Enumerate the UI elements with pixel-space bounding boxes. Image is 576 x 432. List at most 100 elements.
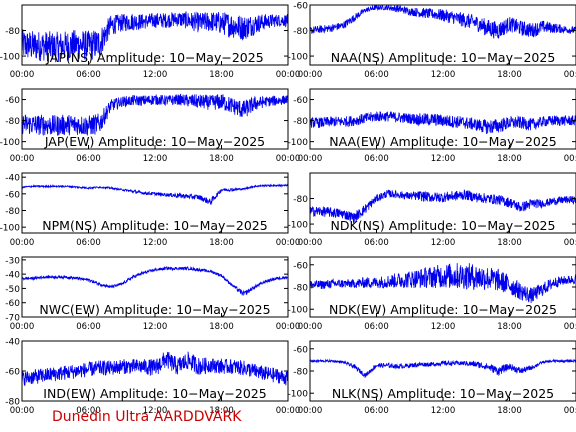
x-tick-label: 12:00 xyxy=(143,238,168,248)
x-tick-label: 06:00 xyxy=(76,154,101,164)
y-tick-label: -60 xyxy=(5,368,20,378)
x-tick-label: 00:00 xyxy=(298,322,323,332)
x-tick-label: 00:00 xyxy=(10,322,35,332)
x-tick-label: 18:00 xyxy=(497,70,522,80)
y-tick-label: -60 xyxy=(293,96,308,106)
x-tick-label: 12:00 xyxy=(431,154,456,164)
x-tick-label: 18:00 xyxy=(497,238,522,248)
x-tick-label: 06:00 xyxy=(76,70,101,80)
y-tick-label: -80 xyxy=(293,284,308,294)
x-tick-label: 12:00 xyxy=(431,238,456,248)
chart-title: NLK(NS) Amplitude: 10−May−2025 xyxy=(332,386,554,401)
y-tick-label: -80 xyxy=(5,27,20,37)
x-tick-label: 06:00 xyxy=(364,322,389,332)
chart-title: NDK(EW) Amplitude: 10−May−2025 xyxy=(329,302,557,317)
chart-title: NDK(NS) Amplitude: 10−May−2025 xyxy=(331,218,556,233)
y-tick-label: -100 xyxy=(0,224,20,234)
chart-panel-10: -60 -80 -100 00:00 06:00 12:00 18:00 00:00 NLK(N… xyxy=(288,340,576,416)
y-tick-label: -100 xyxy=(0,138,20,148)
amplitude-trace xyxy=(22,11,288,63)
chart-title: NPM(NS) Amplitude: 10−May−2025 xyxy=(42,218,267,233)
x-tick-label: 00:00 xyxy=(10,238,35,248)
x-tick-label: 12:00 xyxy=(143,154,168,164)
y-tick-label: -30 xyxy=(5,256,20,266)
y-tick-label: -80 xyxy=(5,117,20,127)
y-tick-label: -60 xyxy=(293,261,308,271)
amplitude-trace xyxy=(310,263,576,304)
x-tick-label: 12:00 xyxy=(143,406,168,416)
x-tick-label: 00:00 xyxy=(564,322,576,332)
chart-title: JAP(EW) Amplitude: 10−May−2025 xyxy=(44,134,265,149)
x-tick-label: 12:00 xyxy=(431,322,456,332)
x-tick-label: 00:00 xyxy=(564,154,576,164)
x-tick-label: 18:00 xyxy=(209,154,234,164)
y-tick-label: -80 xyxy=(5,207,20,217)
x-tick-label: 18:00 xyxy=(497,322,522,332)
y-tick-label: -80 xyxy=(293,117,308,127)
x-tick-label: 00:00 xyxy=(276,154,301,164)
x-tick-label: 00:00 xyxy=(564,238,576,248)
chart-panel-5: -40 -60 -80 -100 00:00 06:00 12:00 18:00 00:00 NP… xyxy=(0,172,300,248)
x-tick-label: 18:00 xyxy=(209,322,234,332)
y-tick-label: -80 xyxy=(293,368,308,378)
y-tick-label: -100 xyxy=(288,53,309,63)
amplitude-trace xyxy=(22,183,288,206)
amplitude-trace xyxy=(310,5,576,39)
y-tick-label: -100 xyxy=(0,53,20,63)
y-tick-label: -100 xyxy=(288,306,309,316)
footer-credit: Dunedin Ultra AARDDVARK xyxy=(52,409,242,425)
y-tick-label: -40 xyxy=(5,174,20,184)
x-tick-label: 00:00 xyxy=(298,406,323,416)
chart-panel-8: -60 -80 -100 00:00 06:00 12:00 18:00 00:00 NDK(E… xyxy=(288,256,576,332)
chart-title: IND(EW) Amplitude: 10−May−2025 xyxy=(43,386,266,401)
x-tick-label: 12:00 xyxy=(143,322,168,332)
x-tick-label: 00:00 xyxy=(298,238,323,248)
x-tick-label: 00:00 xyxy=(564,70,576,80)
x-tick-label: 00:00 xyxy=(276,70,301,80)
amplitude-trace xyxy=(310,358,576,378)
chart-panel-6: -80 -100 00:00 06:00 12:00 18:00 00:00 NDK(NS) … xyxy=(288,172,576,248)
x-tick-label: 06:00 xyxy=(364,406,389,416)
amplitude-trace xyxy=(310,189,576,224)
chart-panel-4: -60 -80 -100 00:00 06:00 12:00 18:00 00:00 NAA(E… xyxy=(288,88,576,164)
y-tick-label: -60 xyxy=(5,190,20,200)
y-tick-label: -60 xyxy=(5,299,20,309)
y-tick-label: -50 xyxy=(5,285,20,295)
amplitude-trace xyxy=(22,351,288,386)
x-tick-label: 18:00 xyxy=(209,238,234,248)
y-tick-label: -60 xyxy=(293,2,308,12)
y-tick-label: -80 xyxy=(293,27,308,37)
x-tick-label: 06:00 xyxy=(76,322,101,332)
chart-title: NWC(EW) Amplitude: 10−May−2025 xyxy=(39,302,270,317)
y-tick-label: -100 xyxy=(288,221,309,231)
chart-title: JAP(NS) Amplitude: 10−May−2025 xyxy=(45,50,263,65)
y-tick-label: -100 xyxy=(288,138,309,148)
x-tick-label: 06:00 xyxy=(364,154,389,164)
y-tick-label: -80 xyxy=(293,195,308,205)
chart-panel-2: -60 -80 -100 00:00 06:00 12:00 18:00 00:00 NAA(N… xyxy=(288,2,576,80)
x-tick-label: 18:00 xyxy=(497,154,522,164)
y-tick-label: -40 xyxy=(5,338,20,348)
chart-panel-3: -60 -80 -100 00:00 06:00 12:00 18:00 00:00 JAP(E… xyxy=(0,88,301,164)
chart-panel-1: -80 -100 00:00 06:00 12:00 18:00 00:00 JAP(NS) … xyxy=(0,4,301,80)
x-tick-label: 00:00 xyxy=(276,406,301,416)
chart-title: NAA(NS) Amplitude: 10−May−2025 xyxy=(331,50,556,65)
x-tick-label: 06:00 xyxy=(364,238,389,248)
y-tick-label: -60 xyxy=(293,345,308,355)
amplitude-trace xyxy=(22,265,288,297)
x-tick-label: 06:00 xyxy=(76,406,101,416)
y-tick-label: -60 xyxy=(5,96,20,106)
x-tick-label: 12:00 xyxy=(431,70,456,80)
y-tick-label: -70 xyxy=(5,314,20,324)
x-tick-label: 18:00 xyxy=(209,70,234,80)
y-tick-label: -40 xyxy=(5,271,20,281)
amplitude-trace xyxy=(310,111,576,135)
chart-title: NAA(EW) Amplitude: 10−May−2025 xyxy=(329,134,557,149)
x-tick-label: 12:00 xyxy=(431,406,456,416)
x-tick-label: 06:00 xyxy=(76,238,101,248)
x-tick-label: 18:00 xyxy=(497,406,522,416)
y-tick-label: -100 xyxy=(288,390,309,400)
